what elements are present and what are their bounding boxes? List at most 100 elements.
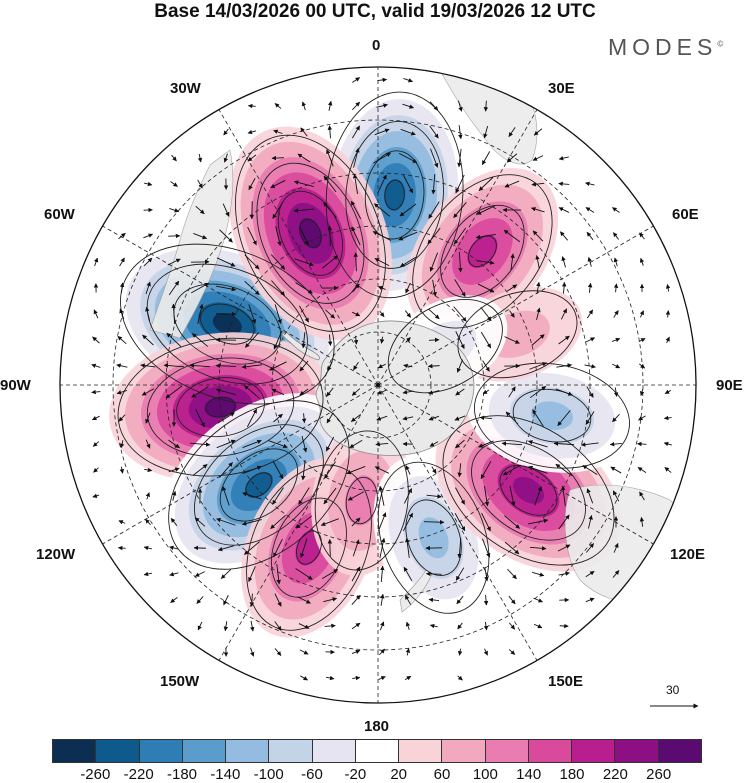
wind-arrow	[248, 566, 256, 583]
wind-arrow	[637, 467, 647, 473]
wind-arrow	[273, 538, 283, 558]
wind-arrow	[327, 539, 333, 557]
wind-arrow	[217, 545, 234, 552]
wind-arrow	[558, 181, 570, 187]
contour-line	[235, 134, 386, 332]
wind-arrow	[428, 337, 440, 343]
wind-arrow	[379, 310, 385, 318]
wind-arrow	[505, 411, 519, 425]
colorbar-tick-label: 60	[433, 766, 451, 783]
wind-arrow	[501, 441, 523, 446]
anomaly-cell-2	[228, 126, 392, 340]
wind-arrow	[119, 308, 125, 320]
wind-arrow	[92, 493, 100, 498]
wind-arrow	[276, 564, 281, 585]
lon-label-60e: 60E	[672, 206, 699, 223]
wind-arrow	[222, 203, 230, 217]
wind-arrow	[196, 596, 204, 604]
wind-arrow	[403, 566, 413, 582]
wind-arrow	[191, 282, 210, 294]
wind-arrow	[613, 283, 619, 293]
wind-arrow	[504, 180, 520, 188]
wind-arrow	[299, 305, 309, 323]
wind-arrow	[93, 309, 99, 319]
lon-label-90e: 90E	[716, 377, 743, 394]
wind-arrow	[455, 388, 465, 396]
wind-arrow	[377, 285, 386, 291]
wind-arrow	[167, 258, 181, 266]
meridian-line	[377, 109, 538, 386]
wind-arrow	[536, 281, 541, 294]
wind-arrow	[273, 129, 283, 134]
wind-arrow	[479, 415, 492, 421]
wind-arrow	[247, 154, 257, 162]
wind-arrow	[402, 416, 414, 421]
wind-arrow	[223, 153, 228, 163]
wind-arrow	[558, 514, 570, 530]
contour-line	[146, 357, 295, 457]
lon-label-30e: 30E	[548, 80, 575, 97]
wind-arrow	[480, 331, 492, 349]
wind-arrow	[274, 593, 282, 607]
land-masses	[149, 69, 691, 613]
wind-arrow	[351, 388, 361, 396]
contour-line	[468, 235, 497, 268]
meridian-line	[102, 384, 379, 545]
contour-line	[314, 430, 409, 571]
wind-arrow	[585, 597, 595, 603]
wind-arrow	[507, 568, 517, 580]
wind-arrow	[143, 181, 153, 187]
wind-arrow	[558, 571, 570, 576]
wind-arrow	[325, 309, 335, 319]
wind-arrow	[637, 441, 647, 447]
colorbar-swatch-5	[269, 740, 313, 762]
wind-arrow	[533, 623, 543, 629]
wind-arrow	[455, 439, 465, 449]
wind-arrow	[346, 465, 366, 475]
wind-arrow	[531, 334, 545, 346]
wind-arrow	[197, 153, 203, 163]
wind-arrow	[380, 565, 385, 582]
lon-label-150w: 150W	[160, 673, 200, 690]
wind-arrow	[247, 129, 257, 135]
wind-arrow	[194, 571, 205, 577]
wind-arrow	[534, 486, 543, 506]
wind-arrow	[559, 231, 569, 241]
contour-line	[442, 415, 615, 566]
wind-arrow	[249, 593, 255, 607]
wind-arrow	[402, 174, 414, 194]
wind-arrow	[223, 128, 229, 136]
wind-arrow	[613, 232, 619, 240]
wind-arrow	[93, 467, 99, 473]
wind-arrow	[380, 593, 385, 606]
wind-arrow	[327, 225, 333, 247]
wind-arrow	[377, 174, 387, 194]
wind-arrow	[639, 491, 645, 501]
wind-arrow	[585, 181, 595, 187]
wind-arrow	[532, 155, 544, 161]
wind-arrow	[529, 362, 547, 370]
wind-arrow	[559, 623, 569, 629]
wind-arrow	[143, 571, 152, 577]
wind-arrow	[587, 256, 592, 267]
colorbar-swatch-10	[485, 740, 529, 762]
wind-arrow	[503, 229, 521, 243]
wind-arrow	[585, 207, 595, 213]
wind-arrow	[403, 488, 413, 504]
wind-arrow	[405, 282, 411, 294]
wind-arrow	[219, 462, 233, 478]
wind-arrow	[170, 517, 178, 526]
wind-arrow	[197, 303, 204, 324]
wind-arrow	[270, 514, 286, 530]
wind-arrow	[143, 545, 152, 551]
wind-arrow	[664, 467, 672, 473]
wind-arrow	[611, 337, 621, 343]
meridian-line	[218, 384, 379, 661]
wind-arrow	[531, 182, 545, 187]
wind-arrow	[374, 128, 390, 136]
colorbar-swatch-0	[53, 740, 97, 762]
wind-arrow	[426, 494, 442, 499]
wind-arrow	[483, 125, 489, 139]
wind-arrow	[506, 284, 518, 292]
wind-arrow	[586, 488, 594, 504]
